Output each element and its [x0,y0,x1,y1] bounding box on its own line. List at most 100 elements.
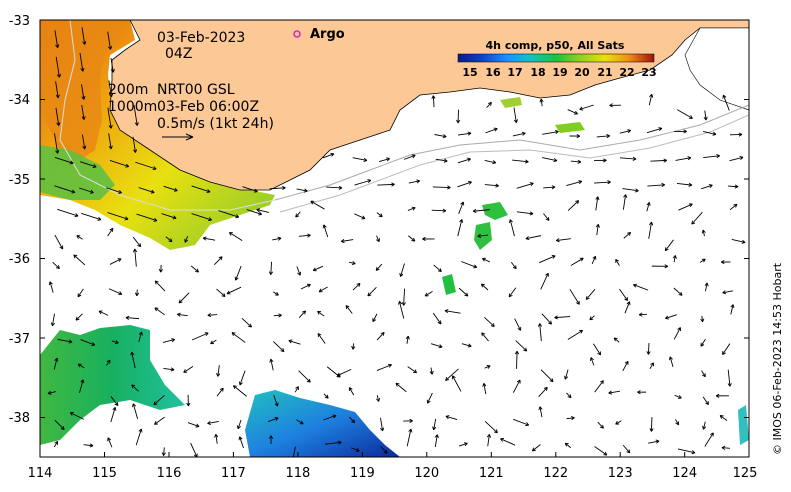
current-vector-head [69,412,74,416]
current-vector-head [348,387,353,392]
current-vector-head [302,310,307,315]
current-vector-head [81,96,86,100]
current-vector [288,340,301,345]
current-vector-head [77,293,82,298]
current-vector [108,288,122,295]
current-vector [54,133,59,154]
product-label: NRT00 GSL [157,82,235,98]
current-vector [457,132,472,136]
current-vector [296,419,304,425]
current-vector [665,314,677,319]
current-vector-head [50,322,55,327]
current-vector [702,396,709,405]
sst-patch-f [738,405,749,445]
current-vector [376,235,380,242]
current-vector-head [117,258,122,262]
current-vector-head [663,158,668,163]
current-vector-head [226,290,231,295]
current-vector-head [295,386,299,390]
current-vector [55,56,60,78]
current-vector-head [516,379,521,384]
current-vector-head [114,340,119,345]
current-vector-head [721,259,725,265]
current-vector [79,53,84,72]
x-tick-label: 123 [608,466,633,481]
current-vector [648,221,653,239]
current-vector-head [195,423,200,428]
current-vector-head [437,268,442,272]
current-vector [133,104,138,126]
colorbar-tick: 17 [507,66,522,79]
current-vector [727,369,731,387]
current-vector [702,131,717,135]
current-vector [664,239,674,251]
current-vector [77,288,84,298]
current-vector [481,332,489,342]
current-vector [567,330,583,340]
current-vector [525,235,541,240]
current-vector-head [55,94,60,99]
current-vector [54,419,65,430]
current-vector-head [661,182,666,188]
current-vector [229,232,243,242]
current-vector [400,263,405,277]
current-vector-head [391,182,395,187]
current-vector [239,370,246,386]
current-vector [514,318,522,331]
current-vector [408,180,420,184]
current-vector-head [508,293,513,298]
current-vector-head [204,332,209,337]
current-vector [109,258,122,265]
current-vector-head [108,124,113,129]
colorbar-tick: 22 [619,66,634,79]
current-vector [639,313,647,316]
current-vector-head [472,208,477,214]
current-vector-head [691,450,696,455]
current-vector-head [524,159,529,164]
current-vector-head [367,179,372,184]
current-vector-head [486,434,492,438]
current-vector-head [716,154,720,159]
current-vector-head [677,327,681,332]
current-vector [622,188,639,192]
current-vector-head [633,283,637,288]
current-vector [431,209,446,212]
current-vector-head [388,363,392,368]
current-vector [154,280,166,292]
current-vector-head [218,256,223,261]
current-vector [395,382,407,393]
current-vector [57,338,73,343]
current-vector [593,343,601,356]
colorbar-tick: 19 [552,66,567,79]
current-vector-head [356,282,361,287]
current-vector-head [730,304,735,308]
current-vector-head [172,215,177,220]
current-vector-head [221,293,226,297]
current-vector [218,210,239,218]
current-vector-head [705,401,709,405]
current-vector [434,434,438,448]
current-vector [215,434,218,444]
current-vector [444,310,461,314]
current-vector-head [153,217,158,222]
current-vector [295,211,301,218]
current-vector-head [48,281,53,286]
current-vector-head [269,358,274,363]
current-vector-head [124,216,129,221]
current-vector [191,332,209,341]
current-vector [699,258,706,263]
current-vector-head [495,183,499,188]
current-vector-head [443,158,448,163]
current-vector-head [108,46,113,50]
current-vector [510,261,517,270]
current-vector-head [405,335,410,340]
y-tick-label: -36 [9,252,30,267]
current-vector [296,188,308,192]
hour-label: 04Z [165,46,192,62]
current-vector [700,184,713,190]
current-vector [367,287,377,297]
current-vector [513,418,529,426]
current-vector [191,185,211,193]
current-vector [298,370,311,383]
current-vector-head [688,203,693,208]
